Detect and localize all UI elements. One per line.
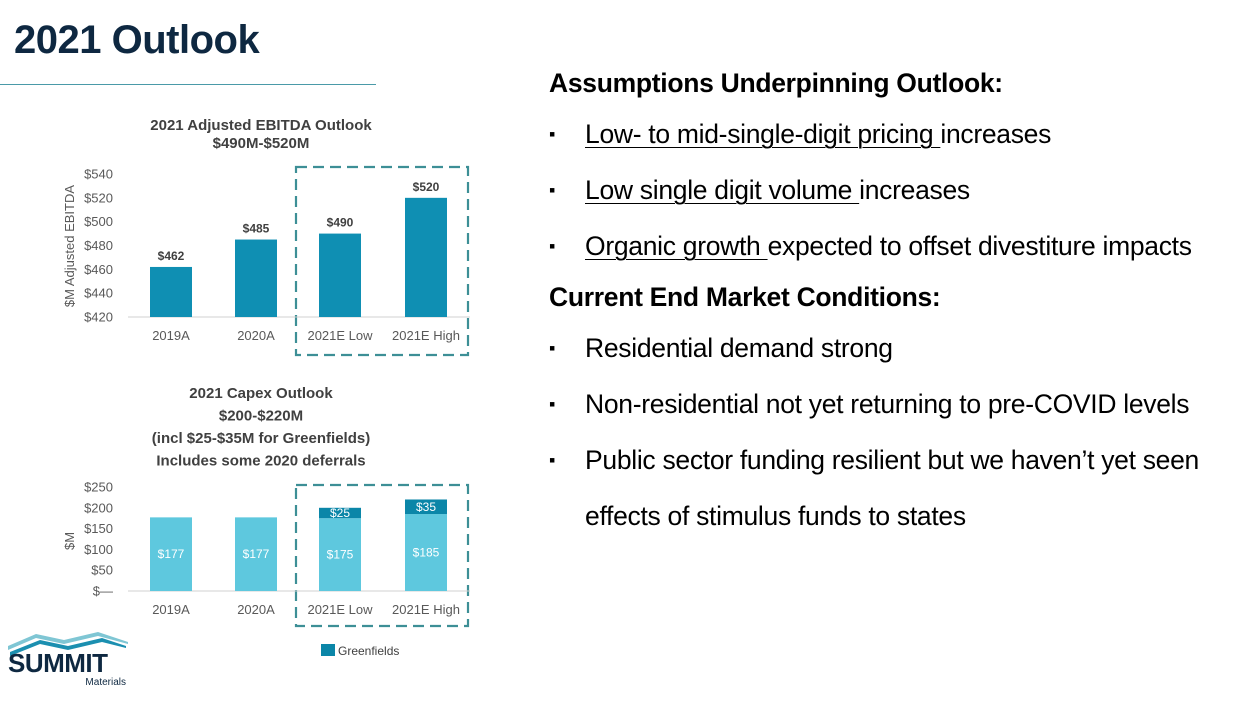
ebitda-x-tick-label: 2020A xyxy=(237,328,275,343)
capex-greenfields-bar xyxy=(405,499,447,515)
capex-base-bar xyxy=(235,517,277,591)
list-item: ▪ Non-residential not yet returning to p… xyxy=(549,376,1229,432)
ebitda-chart-title: $490M-$520M xyxy=(213,135,310,152)
assumption-text: increases xyxy=(940,119,1052,149)
capex-y-tick-label: $50 xyxy=(91,563,113,578)
capex-chart-title: 2021 Capex Outlook xyxy=(189,385,333,402)
ebitda-y-tick-label: $520 xyxy=(84,190,113,205)
assumption-underlined-text: Low single digit volume xyxy=(585,175,860,205)
title-divider xyxy=(0,84,376,85)
logo-wordmark: SUMMIT xyxy=(8,648,108,678)
capex-chart-title: Includes some 2020 deferrals xyxy=(156,453,365,470)
bullet-icon: ▪ xyxy=(549,124,556,144)
capex-base-value-label: $177 xyxy=(158,547,185,561)
ebitda-bar-value-label: $485 xyxy=(243,222,270,236)
bullet-icon: ▪ xyxy=(549,394,556,414)
capex-base-bar xyxy=(405,514,447,591)
assumptions-list: ▪ Low- to mid-single-digit pricing incre… xyxy=(549,106,1229,274)
capex-y-tick-label: $— xyxy=(93,584,113,599)
assumption-underlined-text: Organic growth xyxy=(585,231,768,261)
logo-subtitle: Materials xyxy=(85,677,126,688)
capex-base-value-label: $175 xyxy=(327,548,354,562)
capex-y-tick-label: $200 xyxy=(84,500,113,515)
ebitda-y-tick-label: $500 xyxy=(84,214,113,229)
condition-text: Non-residential not yet returning to pre… xyxy=(585,389,1190,419)
logo-mountain-icon xyxy=(8,632,128,650)
bullet-icon: ▪ xyxy=(549,180,556,200)
ebitda-bar xyxy=(319,233,361,317)
capex-base-value-label: $177 xyxy=(243,547,270,561)
ebitda-y-tick-label: $460 xyxy=(84,262,113,277)
capex-y-tick-label: $150 xyxy=(84,521,113,536)
condition-text: Residential demand strong xyxy=(585,333,893,363)
capex-base-bar xyxy=(150,517,192,591)
ebitda-bar xyxy=(150,266,192,317)
summit-materials-logo: SUMMIT Materials xyxy=(8,632,128,688)
ebitda-y-tick-label: $420 xyxy=(84,310,113,325)
conditions-list: ▪ Residential demand strong ▪ Non-reside… xyxy=(549,320,1229,544)
ebitda-bar xyxy=(235,239,277,317)
assumptions-heading: Assumptions Underpinning Outlook: xyxy=(549,68,1003,98)
ebitda-y-axis-title: $M Adjusted EBITDA xyxy=(62,185,77,307)
capex-x-tick-label: 2019A xyxy=(152,602,190,617)
ebitda-bar-value-label: $520 xyxy=(413,180,440,194)
capex-greenfields-value-label: $25 xyxy=(330,506,350,520)
capex-y-tick-label: $100 xyxy=(84,542,113,557)
capex-base-bar xyxy=(319,518,361,591)
ebitda-estimate-highlight-box xyxy=(294,165,470,357)
capex-y-axis-title: $M xyxy=(62,532,77,550)
capex-estimate-highlight-box xyxy=(294,483,470,628)
list-item: ▪ Organic growth expected to offset dive… xyxy=(549,218,1229,274)
bullet-icon: ▪ xyxy=(549,450,556,470)
outlook-text: Assumptions Underpinning Outlook: ▪ Low-… xyxy=(549,60,1229,544)
ebitda-bar-value-label: $462 xyxy=(158,249,185,263)
list-item: ▪ Residential demand strong xyxy=(549,320,1229,376)
conditions-heading: Current End Market Conditions: xyxy=(549,282,941,312)
ebitda-x-tick-label: 2019A xyxy=(152,328,190,343)
capex-x-tick-label: 2021E High xyxy=(392,602,460,617)
greenfields-legend-swatch xyxy=(321,644,335,656)
ebitda-bar-value-label: $490 xyxy=(327,216,354,230)
ebitda-bar xyxy=(405,197,447,317)
greenfields-legend-label: Greenfields xyxy=(338,644,399,658)
bullet-icon: ▪ xyxy=(549,338,556,358)
ebitda-chart-title: 2021 Adjusted EBITDA Outlook xyxy=(150,117,372,134)
capex-greenfields-value-label: $35 xyxy=(416,500,436,514)
list-item: ▪ Public sector funding resilient but we… xyxy=(549,432,1229,544)
ebitda-y-tick-label: $440 xyxy=(84,286,113,301)
capex-x-tick-label: 2021E Low xyxy=(307,602,373,617)
assumption-underlined-text: Low- to mid-single-digit pricing xyxy=(585,119,941,149)
ebitda-x-tick-label: 2021E Low xyxy=(307,328,373,343)
assumption-text: expected to offset divestiture impacts xyxy=(767,231,1192,261)
ebitda-y-tick-label: $540 xyxy=(84,167,113,182)
charts-area: 2021 Adjusted EBITDA Outlook$490M-$520M $… xyxy=(62,117,470,658)
capex-base-value-label: $185 xyxy=(413,546,440,560)
ebitda-x-tick-label: 2021E High xyxy=(392,328,460,343)
bullet-icon: ▪ xyxy=(549,236,556,256)
list-item: ▪ Low- to mid-single-digit pricing incre… xyxy=(549,106,1229,162)
capex-y-tick-label: $250 xyxy=(84,480,113,495)
capex-chart-title: $200-$220M xyxy=(219,408,303,425)
capex-x-tick-label: 2020A xyxy=(237,602,275,617)
assumption-text: increases xyxy=(859,175,970,205)
capex-greenfields-bar xyxy=(319,507,361,519)
ebitda-y-tick-label: $480 xyxy=(84,238,113,253)
list-item: ▪ Low single digit volume increases xyxy=(549,162,1229,218)
page-title: 2021 Outlook xyxy=(14,18,260,62)
condition-text: Public sector funding resilient but we h… xyxy=(585,445,1199,531)
capex-chart-title: (incl $25-$35M for Greenfields) xyxy=(152,430,370,447)
logo-mountain-icon xyxy=(10,638,126,656)
